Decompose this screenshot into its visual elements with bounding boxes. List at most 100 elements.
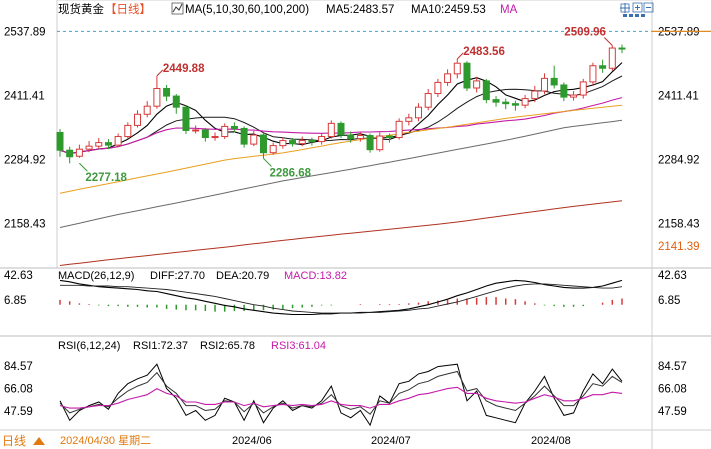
macd-dea-value: DEA:20.79 — [216, 270, 269, 282]
ma60-line — [59, 104, 623, 194]
price-axis-right-label: 2284.92 — [658, 154, 700, 166]
rsi2-value: RSI2:65.78 — [200, 340, 255, 352]
rsi3-value: RSI3:61.04 — [271, 340, 326, 352]
period-dropdown-arrow-icon[interactable] — [33, 437, 45, 445]
svg-text:2449.88: 2449.88 — [163, 63, 205, 75]
candle — [337, 121, 345, 139]
candle — [521, 95, 529, 109]
price-axis-marker-label: 2141.39 — [658, 241, 700, 253]
macd-axis-right-label: 6.85 — [658, 295, 680, 307]
macd-axis-left-label: 6.85 — [4, 295, 26, 307]
candle — [201, 127, 209, 142]
crosshair-icon[interactable] — [620, 3, 630, 13]
candle — [540, 73, 548, 95]
candlesticks — [56, 44, 626, 164]
macd-hist-value: MACD:13.82 — [284, 270, 347, 282]
period-button-label[interactable]: 日线 — [2, 434, 26, 448]
macd-diff-value: DIFF:27.70 — [150, 270, 205, 282]
candle — [85, 141, 93, 153]
candle — [124, 122, 132, 139]
candle — [608, 45, 616, 71]
rsi-params: RSI(6,12,24) — [58, 340, 120, 352]
period-label[interactable]: 【日线】 — [105, 2, 151, 16]
settings-grid-icon[interactable] — [623, 14, 645, 17]
price-axis-left-label: 2284.92 — [4, 154, 46, 166]
candle — [405, 113, 413, 126]
zoom-out-icon[interactable] — [643, 2, 654, 13]
candle — [618, 44, 626, 54]
rsi1-value: RSI1:72.37 — [133, 340, 188, 352]
macd-diff-line — [59, 279, 623, 316]
candle — [385, 133, 393, 143]
macd-params: MACD(26,12,9) — [58, 270, 134, 282]
candle — [550, 65, 558, 89]
candle — [182, 105, 190, 134]
svg-text:2286.68: 2286.68 — [269, 167, 311, 179]
ma200-line — [59, 200, 623, 266]
x-axis-label-jul: 2024/07 — [371, 435, 411, 447]
rsi-header: RSI(6,12,24) RSI1:72.37 RSI2:65.78 RSI3:… — [58, 340, 326, 352]
cursor-date: 2024/04/30 星期二 — [60, 434, 151, 447]
ma-params: MA(5,10,30,60,100,200) — [185, 4, 309, 16]
candle — [192, 125, 200, 134]
candle — [482, 78, 490, 104]
macd-axis-right-label: 42.63 — [658, 270, 687, 282]
candle — [502, 98, 510, 110]
price-annotation: 2483.56 — [456, 46, 505, 60]
ma5-value: MA5:2483.57 — [326, 4, 394, 16]
candle — [134, 110, 142, 128]
candle — [318, 132, 326, 145]
price-annotation: 2277.18 — [79, 162, 128, 184]
x-axis-label-jun: 2024/06 — [232, 435, 272, 447]
candle — [143, 101, 151, 118]
macd-header: MACD(26,12,9) DIFF:27.70 DEA:20.79 MACD:… — [58, 270, 347, 282]
ma10-value: MA10:2459.53 — [411, 4, 486, 16]
candle — [434, 78, 442, 98]
candle — [56, 128, 64, 157]
candle — [589, 62, 597, 86]
price-axis-left-label: 2158.43 — [4, 218, 46, 230]
candle — [289, 138, 297, 147]
symbol-name: 现货黄金 — [58, 2, 104, 16]
macd-axis-left-label: 42.63 — [4, 270, 33, 282]
candle — [599, 59, 607, 73]
rsi-axis-left-label: 84.57 — [4, 361, 33, 373]
candle — [259, 132, 267, 159]
ma-settings-icon[interactable] — [171, 2, 184, 15]
candle — [395, 118, 403, 140]
candle — [579, 78, 587, 99]
candle — [424, 88, 432, 111]
price-axis-right-label: 2537.89 — [658, 26, 700, 38]
candle — [376, 132, 384, 152]
candle — [531, 85, 539, 103]
candle — [163, 84, 171, 102]
candle — [95, 138, 103, 149]
price-axis-right-label: 2158.43 — [658, 218, 700, 230]
candle — [75, 144, 83, 158]
footer-bar: 日线 2024/04/30 星期二 2024/06 2024/07 2024/0… — [0, 431, 571, 449]
price-axis-left-label: 2411.41 — [4, 90, 45, 102]
price-axis-right-label: 2411.41 — [658, 90, 699, 102]
candle — [560, 82, 568, 102]
svg-text:2509.96: 2509.96 — [564, 27, 606, 39]
candle — [221, 123, 229, 140]
rsi-axis-left-label: 66.08 — [4, 383, 33, 395]
rsi-panel: 84.57 84.57 66.08 66.08 47.59 47.59 — [4, 361, 687, 427]
candle — [356, 132, 364, 142]
price-annotation: 2509.96 — [564, 27, 613, 46]
price-annotation: 2449.88 — [156, 63, 205, 77]
candle — [463, 61, 471, 92]
rsi-axis-left-label: 47.59 — [4, 406, 33, 418]
candle — [114, 133, 122, 148]
macd-panel: 42.63 42.63 6.85 6.85 — [4, 270, 687, 316]
candle — [453, 58, 461, 79]
candle — [66, 146, 74, 164]
macd-dea-line — [60, 283, 623, 314]
zoom-in-icon[interactable] — [632, 2, 643, 13]
rsi-axis-right-label: 84.57 — [658, 361, 687, 373]
candle — [366, 133, 374, 153]
candle — [444, 69, 452, 86]
price-annotation: 2286.68 — [263, 158, 312, 179]
candle — [473, 76, 481, 93]
